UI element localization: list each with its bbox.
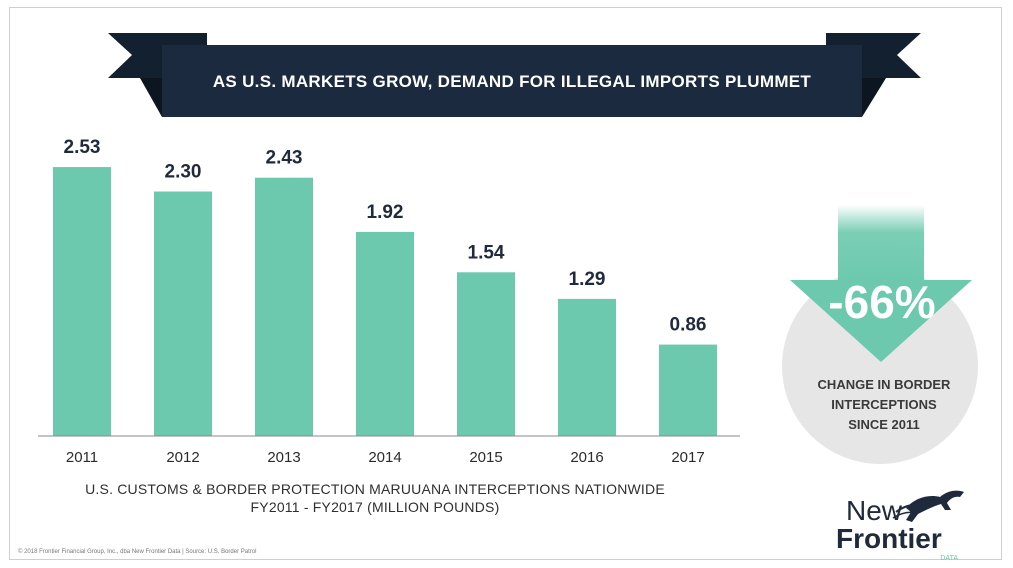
callout-line-3: SINCE 2011 [848, 417, 920, 432]
value-label-2014: 1.92 [367, 202, 404, 223]
horse-icon [892, 490, 964, 522]
chart-title: AS U.S. MARKETS GROW, DEMAND FOR ILLEGAL… [213, 72, 812, 91]
category-label-2016: 2016 [570, 449, 603, 466]
logo-line-3: DATA [940, 555, 958, 562]
bar-2011 [53, 167, 111, 436]
change-percent: -66% [828, 276, 935, 328]
category-label-2015: 2015 [469, 449, 502, 466]
title-banner: AS U.S. MARKETS GROW, DEMAND FOR ILLEGAL… [108, 33, 921, 117]
change-callout: -66% CHANGE IN BORDER INTERCEPTIONS SINC… [782, 205, 978, 464]
callout-line-2: INTERCEPTIONS [831, 397, 937, 412]
footnote: © 2018 Frontier Financial Group, Inc., d… [18, 548, 256, 555]
bar-2017 [659, 344, 717, 436]
bar-2014 [356, 231, 414, 436]
value-label-2011: 2.53 [64, 137, 101, 158]
bars-group: 2.53 2011 2.30 2012 2.43 2013 1.92 2014 1.54 2015… [53, 137, 717, 466]
category-label-2012: 2012 [166, 449, 199, 466]
banner-fold-right [862, 78, 886, 117]
chart-caption-line2: FY2011 - FY2017 (MILLION POUNDS) [251, 499, 500, 515]
category-label-2011: 2011 [66, 449, 98, 466]
bar-2013 [255, 177, 313, 437]
value-label-2017: 0.86 [670, 315, 707, 336]
value-label-2015: 1.54 [468, 242, 505, 263]
banner-main [162, 45, 862, 117]
bar-2012 [154, 191, 212, 436]
value-label-2016: 1.29 [569, 269, 606, 290]
down-arrow-icon [790, 280, 972, 362]
value-label-2012: 2.30 [165, 162, 202, 183]
chart-caption-line1: U.S. CUSTOMS & BORDER PROTECTION MARUUAN… [85, 481, 665, 497]
category-label-2014: 2014 [368, 449, 401, 466]
new-frontier-logo: New Frontier DATA [836, 490, 964, 562]
logo-line-2: Frontier [836, 523, 942, 554]
arrow-shaft [838, 205, 924, 283]
bar-2015 [457, 272, 515, 436]
category-label-2013: 2013 [267, 449, 300, 466]
banner-fold-left [140, 78, 162, 117]
value-label-2013: 2.43 [266, 148, 303, 169]
bar-2016 [558, 298, 616, 436]
logo-line-1: New [846, 495, 903, 526]
category-label-2017: 2017 [671, 449, 704, 466]
callout-line-1: CHANGE IN BORDER [818, 377, 952, 392]
